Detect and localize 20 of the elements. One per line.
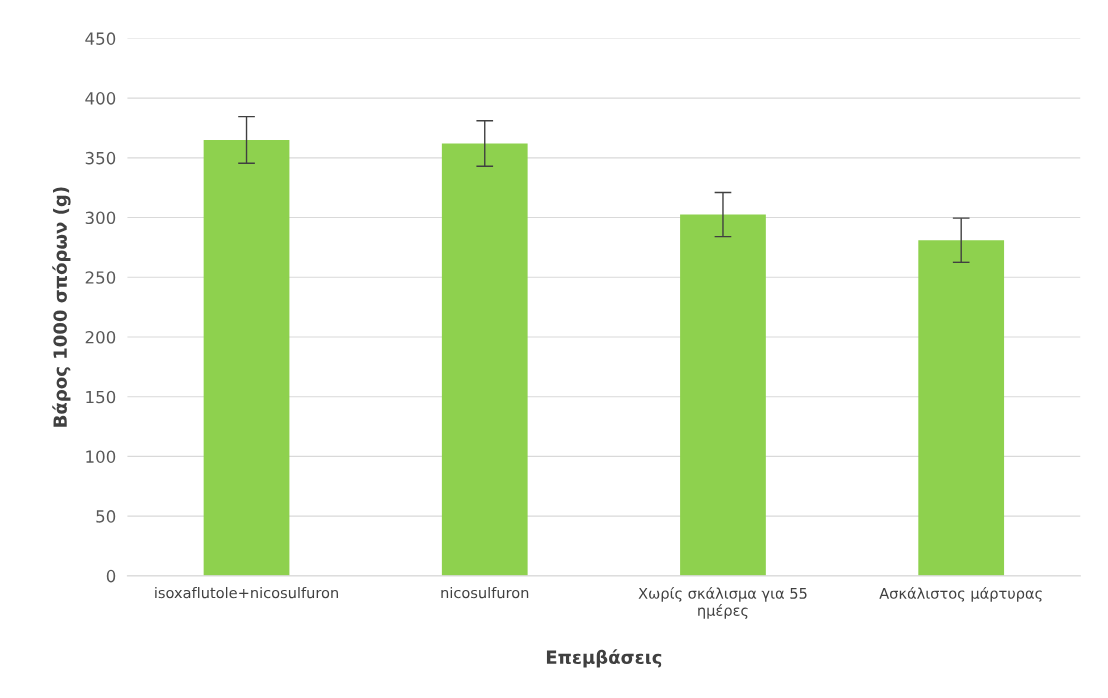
x-tick-label: nicosulfuron (441, 586, 529, 599)
y-tick-label: 200 (85, 330, 116, 344)
bar (203, 139, 290, 576)
y-tick-label: 0 (106, 569, 116, 583)
y-tick-label: 400 (85, 92, 116, 105)
y-tick-label: 250 (85, 271, 116, 284)
y-axis-title: Βάρος 1000 σπόρων (g) (52, 187, 71, 427)
x-tick-label: Ασκάλιστος μάρτυρας (879, 586, 1042, 602)
x-tick-label: isoxaflutole+nicosulfuron (155, 586, 338, 599)
y-tick-label: 300 (85, 211, 116, 225)
y-tick-label: 100 (86, 450, 116, 463)
y-tick-label: 150 (86, 390, 116, 404)
x-tick-label: Χωρίς σκάλισμα για 55 ημέρες (638, 586, 807, 619)
bar (680, 214, 766, 576)
y-tick-label: 350 (85, 151, 116, 165)
y-tick-label: 450 (85, 32, 116, 45)
bar (441, 143, 528, 576)
bar (918, 240, 1005, 576)
x-axis-title: Επεμβάσεις (546, 649, 662, 668)
y-tick-label: 50 (96, 510, 116, 523)
